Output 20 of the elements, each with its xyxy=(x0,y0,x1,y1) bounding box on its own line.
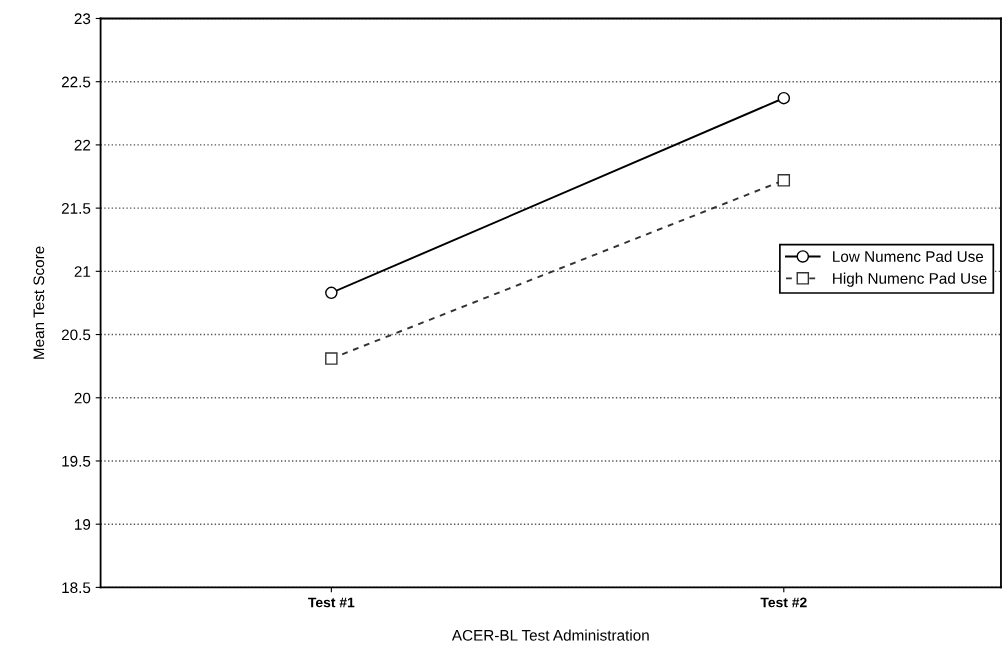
point xyxy=(777,174,791,187)
point xyxy=(777,91,791,105)
y-tick-label: 22.5 xyxy=(61,76,91,88)
y-tick-label: 20 xyxy=(74,392,91,404)
y-tick-label: 20.5 xyxy=(61,329,91,341)
y-tick-label: 19.5 xyxy=(62,455,91,467)
x-tick-label: Test #1 xyxy=(308,597,355,608)
y-tick-label: 21.5 xyxy=(61,202,91,214)
y-tick-label: 21 xyxy=(74,266,91,277)
legend-label: Low Numenc Pad Use xyxy=(833,250,984,262)
point xyxy=(325,352,338,365)
y-tick-label: 18.5 xyxy=(62,582,91,594)
legend-label: High Numenc Pad Use xyxy=(833,272,987,287)
x-axis-title: ACER-BL Test Administration xyxy=(451,629,649,641)
y-axis-title: Mean Test Score xyxy=(33,246,45,359)
y-tick-label: 19 xyxy=(75,519,91,530)
point xyxy=(325,286,338,300)
x-tick-label: Test #2 xyxy=(760,597,807,608)
y-tick-label: 22 xyxy=(74,139,91,151)
y-tick-label: 23 xyxy=(74,13,91,25)
